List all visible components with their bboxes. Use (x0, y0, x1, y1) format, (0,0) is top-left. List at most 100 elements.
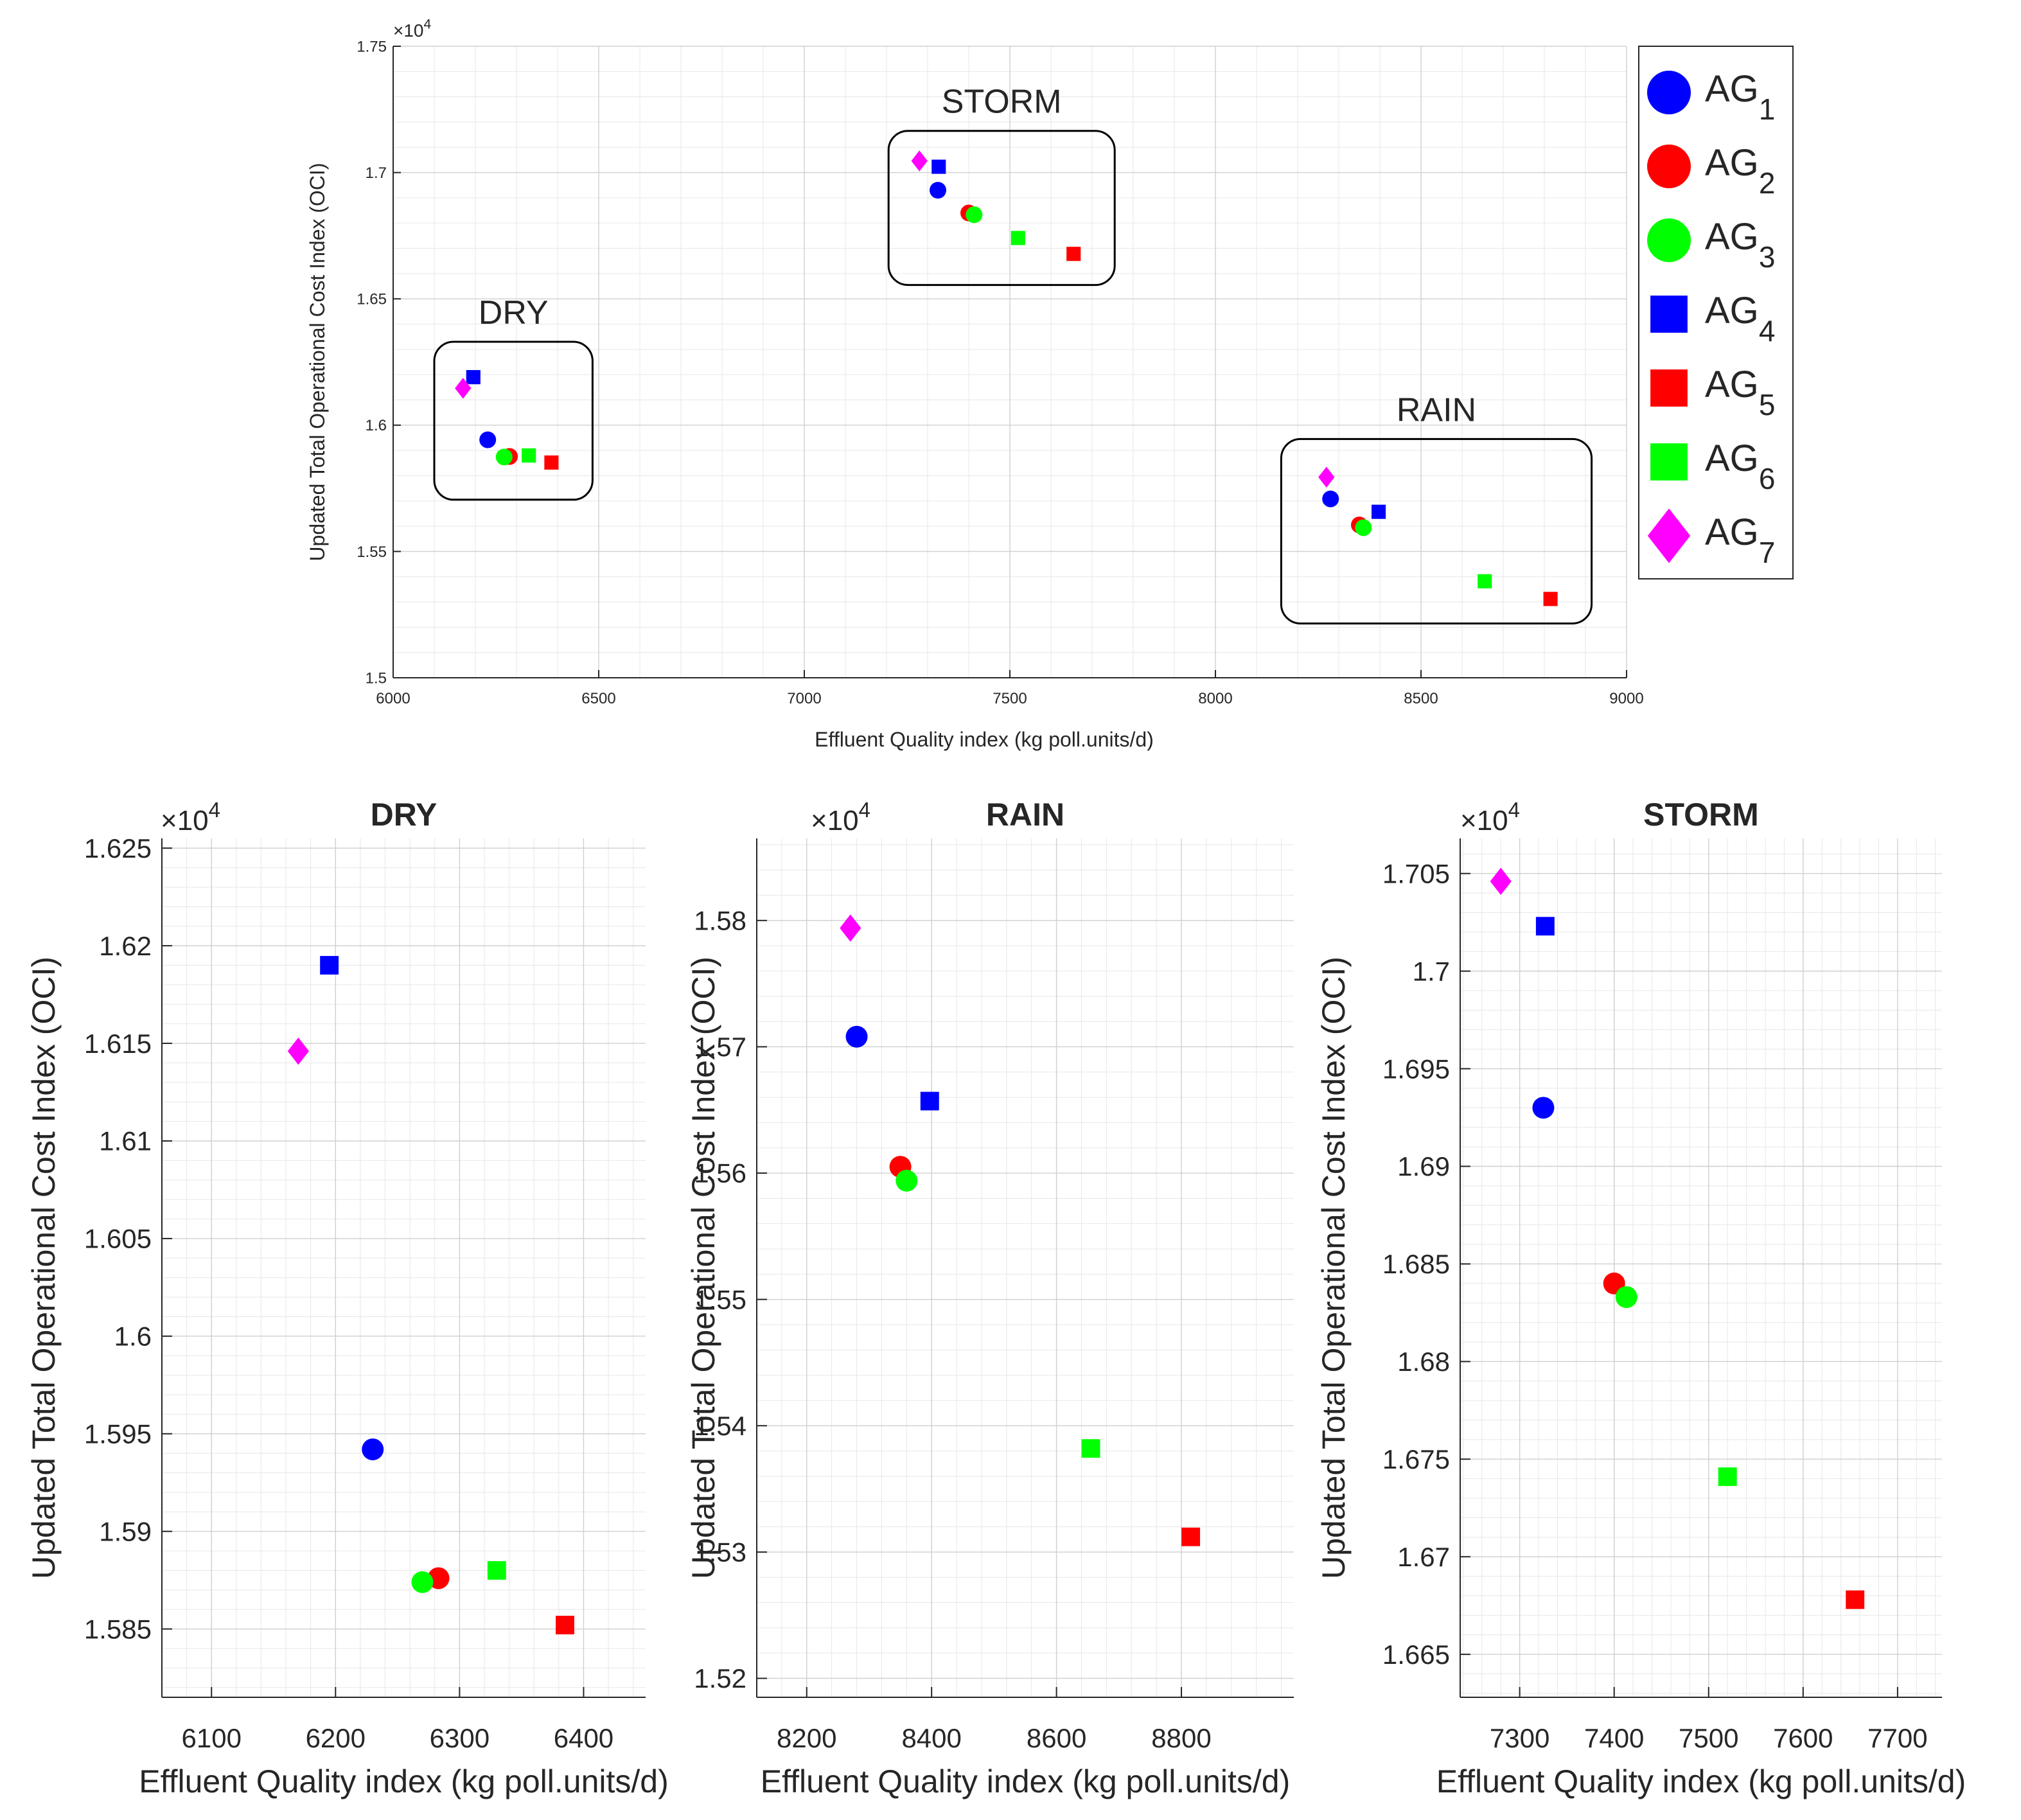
group-label-storm: STORM (942, 84, 1062, 121)
data-point-ag7 (840, 914, 861, 942)
data-point-ag1 (1322, 490, 1339, 508)
x-tick-label: 6300 (430, 1723, 490, 1753)
y-tick-label: 1.6 (366, 417, 387, 434)
x-tick-label: 7600 (1773, 1723, 1833, 1753)
y-tick-label: 1.55 (357, 543, 387, 561)
legend-marker-circle-icon (1647, 218, 1691, 262)
data-point-ag5 (1846, 1590, 1865, 1609)
legend-label: AG4 (1705, 290, 1775, 348)
y-axis-label: Updated Total Operational Cost Index (OC… (685, 957, 721, 1579)
x-tick-label: 7400 (1584, 1723, 1644, 1753)
data-point-ag4 (320, 956, 339, 975)
data-point-ag7 (455, 378, 472, 399)
x-tick-label: 8800 (1151, 1723, 1211, 1753)
y-tick-label: 1.68 (1397, 1347, 1450, 1377)
data-point-ag6 (1718, 1467, 1737, 1487)
y-tick-label: 1.59 (99, 1516, 152, 1546)
y-tick-label: 1.57 (694, 1032, 746, 1062)
y-tick-label: 1.53 (694, 1537, 746, 1568)
chart-rain: 8200 8400 8600 8800 1.52 1.53 1.54 1.55 1.56 1.57… (685, 797, 1294, 1799)
legend-marker-circle-icon (1647, 71, 1691, 114)
data-point-ag3 (896, 1169, 918, 1192)
y-tick-label: 1.625 (84, 833, 152, 863)
data-point-ag1 (1532, 1097, 1555, 1119)
y-tick-label: 1.665 (1382, 1639, 1450, 1670)
x-tick-label: 6000 (376, 690, 410, 707)
chart-dry: 6100 6200 6300 6400 1.585 1.59 1.595 1.6 1.605 1.… (26, 797, 669, 1799)
axis-exponent: ×104 (811, 798, 870, 836)
legend-marker-diamond-icon (1647, 508, 1691, 563)
group-label-rain: RAIN (1397, 391, 1476, 428)
data-point-ag6 (1081, 1439, 1100, 1458)
x-tick-label: 8600 (1027, 1723, 1086, 1753)
x-tick-label: 8000 (1198, 690, 1232, 707)
x-axis-label: Effluent Quality index (kg poll.units/d) (139, 1763, 669, 1799)
y-tick-label: 1.7 (1413, 956, 1450, 986)
y-tick-label: 1.7 (366, 164, 387, 182)
x-tick-label: 8400 (901, 1723, 961, 1753)
y-tick-label: 1.52 (694, 1663, 746, 1693)
y-tick-label: 1.5 (366, 669, 387, 687)
data-point-ag1 (845, 1025, 868, 1048)
chart-title: STORM (1643, 797, 1759, 833)
group-box-rain (1280, 437, 1593, 624)
legend-item-ag6: AG6 (1650, 437, 1775, 495)
legend-marker-circle-icon (1647, 145, 1691, 188)
data-point-ag6 (487, 1561, 506, 1580)
grid (1460, 838, 1942, 1697)
data-point-ag1 (930, 182, 946, 199)
y-tick-label: 1.675 (1382, 1444, 1450, 1474)
y-tick-label: 1.56 (694, 1158, 746, 1188)
data-point-ag7 (287, 1037, 309, 1065)
data-point-ag3 (1355, 519, 1372, 536)
y-tick-label: 1.61 (99, 1126, 152, 1156)
y-tick-label: 1.685 (1382, 1249, 1450, 1279)
legend-label: AG2 (1705, 142, 1775, 200)
legend-marker-square-icon (1650, 443, 1688, 481)
data-point-ag4 (1372, 504, 1386, 519)
y-tick-label: 1.58 (694, 906, 746, 936)
y-axis-label: Updated Total Operational Cost Index (OC… (26, 957, 62, 1579)
legend-marker-square-icon (1650, 369, 1688, 407)
y-tick-label: 1.55 (694, 1284, 746, 1314)
data-point-ag6 (1478, 574, 1492, 588)
data-point-ag3 (966, 206, 983, 224)
x-tick-label: 9000 (1609, 690, 1643, 707)
y-tick-label: 1.54 (694, 1411, 746, 1441)
legend-item-ag2: AG2 (1647, 142, 1775, 200)
chart-title: DRY (371, 797, 437, 833)
x-tick-label: 6200 (306, 1723, 366, 1753)
data-point-ag4 (466, 370, 481, 385)
group-label-dry: DRY (479, 294, 549, 331)
data-point-ag3 (411, 1571, 434, 1593)
x-tick-label: 6500 (581, 690, 615, 707)
y-tick-label: 1.615 (84, 1029, 152, 1059)
legend-label: AG7 (1705, 511, 1775, 569)
chart-overview: 6000 6500 7000 7500 8000 8500 9000 1.5 1.55 1.6 1.… (306, 17, 1644, 751)
y-axis-label: Updated Total Operational Cost Index (OC… (306, 163, 329, 561)
legend-item-ag1: AG1 (1647, 68, 1775, 126)
x-tick-label: 7700 (1867, 1723, 1927, 1753)
grid (161, 838, 646, 1697)
axis-exponent: ×104 (161, 798, 220, 836)
legend-label: AG6 (1705, 437, 1775, 495)
y-tick-label: 1.585 (84, 1614, 152, 1644)
data-point-ag5 (1543, 592, 1558, 606)
legend-marker-square-icon (1650, 296, 1688, 333)
y-axis-label: Updated Total Operational Cost Index (OC… (1316, 957, 1352, 1579)
data-point-ag3 (495, 448, 513, 466)
x-tick-label: 6400 (554, 1723, 613, 1753)
grid (756, 838, 1294, 1697)
data-point-ag3 (1615, 1286, 1637, 1309)
y-tick-label: 1.75 (357, 38, 387, 55)
data-point-ag7 (1318, 466, 1335, 488)
legend-item-ag4: AG4 (1650, 290, 1775, 348)
data-point-ag4 (931, 159, 946, 174)
y-tick-label: 1.6 (114, 1321, 152, 1352)
axis-exponent: ×104 (393, 17, 432, 40)
legend-label: AG1 (1705, 68, 1775, 126)
data-point-ag7 (1490, 867, 1512, 896)
legend-item-ag3: AG3 (1647, 216, 1775, 274)
y-tick-label: 1.65 (357, 291, 387, 308)
